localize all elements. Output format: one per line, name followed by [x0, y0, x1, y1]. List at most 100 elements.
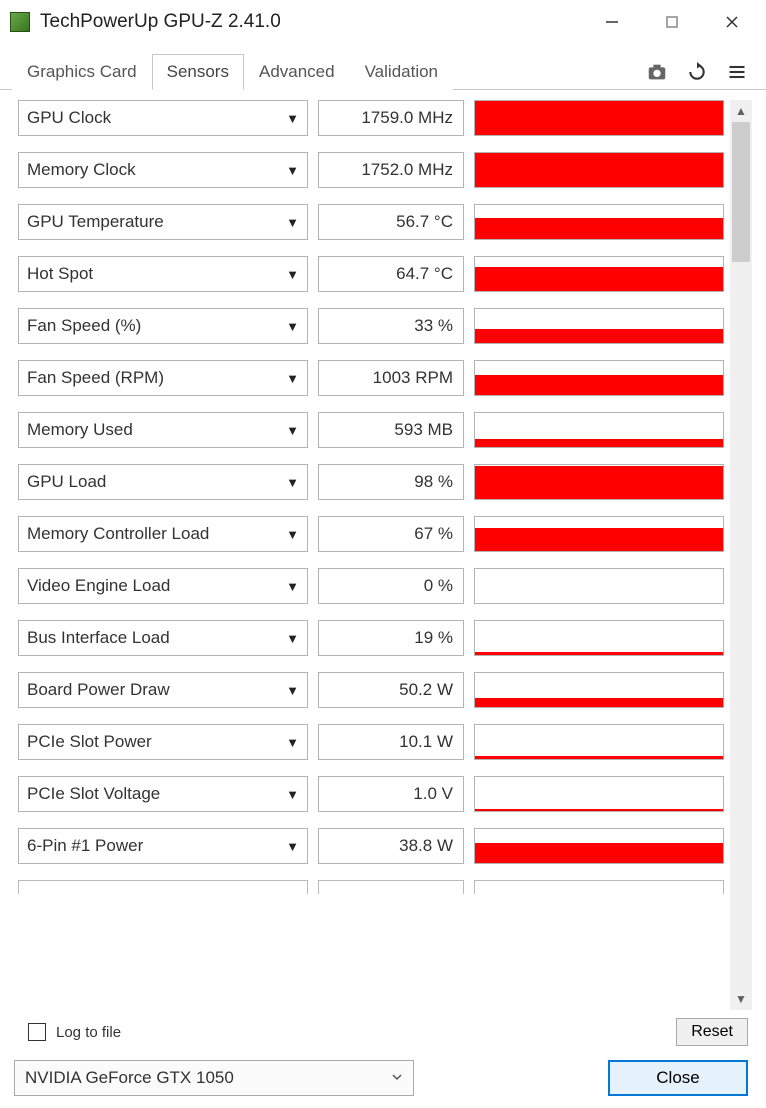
close-window-button[interactable]	[702, 0, 762, 44]
camera-icon[interactable]	[646, 61, 668, 83]
sensor-graph[interactable]	[474, 308, 724, 344]
sensor-label-dropdown[interactable]: PCIe Slot Power▼	[18, 724, 308, 760]
sensors-panel: GPU Clock ▼ 1759.0 MHz Memory Clock▼1752.0 …	[0, 90, 766, 1014]
scroll-thumb[interactable]	[732, 122, 750, 262]
sensor-graph-fill	[475, 652, 723, 655]
chevron-down-icon: ▼	[286, 579, 299, 594]
sensor-row: Memory Clock▼1752.0 MHz	[18, 152, 724, 188]
sensor-label: PCIe Slot Power	[27, 732, 152, 752]
window-title: TechPowerUp GPU-Z 2.41.0	[40, 11, 582, 33]
sensor-label-dropdown[interactable]: Video Engine Load▼	[18, 568, 308, 604]
sensor-row: Video Engine Load▼0 %	[18, 568, 724, 604]
titlebar: TechPowerUp GPU-Z 2.41.0	[0, 0, 766, 44]
reset-button[interactable]: Reset	[676, 1018, 748, 1046]
sensor-label-dropdown[interactable]: PCIe Slot Voltage▼	[18, 776, 308, 812]
sensor-value: 1003 RPM	[318, 360, 464, 396]
sensor-graph[interactable]	[474, 724, 724, 760]
sensor-value: 593 MB	[318, 412, 464, 448]
sensor-graph[interactable]	[474, 516, 724, 552]
sensor-graph[interactable]	[474, 464, 724, 500]
sensor-row: Fan Speed (%)▼ 33 %	[18, 308, 724, 344]
sensor-row: Fan Speed (RPM) ▼ 1003 RPM	[18, 360, 724, 396]
sensor-value: 33 %	[318, 308, 464, 344]
sensor-graph-fill	[475, 843, 723, 863]
sensor-graph[interactable]	[474, 620, 724, 656]
chevron-down-icon	[391, 1068, 403, 1088]
sensor-label-dropdown[interactable]: GPU Clock ▼	[18, 100, 308, 136]
sensor-graph[interactable]	[474, 360, 724, 396]
chevron-down-icon: ▼	[286, 111, 299, 126]
chevron-down-icon: ▼	[286, 527, 299, 542]
sensor-graph[interactable]	[474, 152, 724, 188]
sensor-value: 10.1 W	[318, 724, 464, 760]
sensor-label: Fan Speed (%)	[27, 316, 141, 336]
sensor-graph[interactable]	[474, 672, 724, 708]
sensor-label-dropdown[interactable]: Memory Controller Load ▼	[18, 516, 308, 552]
menu-icon[interactable]	[726, 61, 748, 83]
gpu-select[interactable]: NVIDIA GeForce GTX 1050	[14, 1060, 414, 1096]
sensor-label: Fan Speed (RPM)	[27, 368, 164, 388]
sensor-value: 38.8 W	[318, 828, 464, 864]
sensor-graph-fill	[475, 809, 723, 811]
sensor-label-dropdown[interactable]: Bus Interface Load▼	[18, 620, 308, 656]
sensor-graph-fill	[475, 698, 723, 707]
scrollbar[interactable]: ▲ ▼	[730, 100, 752, 1010]
sensor-label: Bus Interface Load	[27, 628, 170, 648]
sensor-row: Bus Interface Load▼19 %	[18, 620, 724, 656]
sensor-label-dropdown[interactable]: Fan Speed (%)▼	[18, 308, 308, 344]
sensor-label-dropdown[interactable]: GPU Load▼	[18, 464, 308, 500]
close-button[interactable]: Close	[608, 1060, 748, 1096]
sensor-graph[interactable]	[474, 776, 724, 812]
chevron-down-icon: ▼	[286, 475, 299, 490]
sensor-graph[interactable]	[474, 412, 724, 448]
sensor-value: 50.2 W	[318, 672, 464, 708]
sensor-value	[318, 880, 464, 894]
sensor-label: PCIe Slot Voltage	[27, 784, 160, 804]
scroll-up-icon[interactable]: ▲	[730, 100, 752, 122]
tab-sensors[interactable]: Sensors	[152, 54, 244, 90]
tab-advanced[interactable]: Advanced	[244, 54, 350, 90]
sensor-label: Memory Used	[27, 420, 133, 440]
scroll-down-icon[interactable]: ▼	[730, 988, 752, 1010]
chevron-down-icon: ▼	[286, 683, 299, 698]
sensor-label: Board Power Draw	[27, 680, 170, 700]
sensor-row: Memory Used ▼ 593 MB	[18, 412, 724, 448]
refresh-icon[interactable]	[686, 61, 708, 83]
maximize-button[interactable]	[642, 0, 702, 44]
sensor-value: 1759.0 MHz	[318, 100, 464, 136]
sensor-label-dropdown[interactable]: Memory Clock▼	[18, 152, 308, 188]
log-to-file-checkbox[interactable]	[28, 1023, 46, 1041]
tab-validation[interactable]: Validation	[350, 54, 453, 90]
sensor-value: 56.7 °C	[318, 204, 464, 240]
app-icon	[10, 12, 30, 32]
sensor-label: Memory Clock	[27, 160, 136, 180]
sensor-graph[interactable]	[474, 880, 724, 894]
chevron-down-icon: ▼	[286, 371, 299, 386]
sensor-label: GPU Temperature	[27, 212, 164, 232]
sensor-label: 6-Pin #1 Power	[27, 836, 143, 856]
sensor-label-dropdown[interactable]: Board Power Draw ▼	[18, 672, 308, 708]
minimize-button[interactable]	[582, 0, 642, 44]
chevron-down-icon: ▼	[286, 423, 299, 438]
sensor-label-dropdown[interactable]: Hot Spot▼	[18, 256, 308, 292]
sensor-value: 98 %	[318, 464, 464, 500]
sensor-graph-fill	[475, 756, 723, 759]
sensor-value: 67 %	[318, 516, 464, 552]
sensor-graph[interactable]	[474, 204, 724, 240]
sensor-graph[interactable]	[474, 568, 724, 604]
sensor-graph[interactable]	[474, 828, 724, 864]
sensor-row: Board Power Draw ▼ 50.2 W	[18, 672, 724, 708]
sensor-label: GPU Clock	[27, 108, 111, 128]
sensor-graph[interactable]	[474, 256, 724, 292]
sensor-label: Memory Controller Load	[27, 524, 209, 544]
sensor-row: GPU Temperature▼ 56.7 °C	[18, 204, 724, 240]
sensor-label-dropdown[interactable]: Memory Used ▼	[18, 412, 308, 448]
sensor-row: Memory Controller Load ▼ 67 %	[18, 516, 724, 552]
sensor-label-dropdown[interactable]: GPU Temperature▼	[18, 204, 308, 240]
sensor-label-dropdown[interactable]: 6-Pin #1 Power▼	[18, 828, 308, 864]
sensor-graph[interactable]	[474, 100, 724, 136]
sensor-value: 64.7 °C	[318, 256, 464, 292]
tab-graphics-card[interactable]: Graphics Card	[12, 54, 152, 90]
sensor-label-dropdown[interactable]	[18, 880, 308, 894]
sensor-label-dropdown[interactable]: Fan Speed (RPM) ▼	[18, 360, 308, 396]
